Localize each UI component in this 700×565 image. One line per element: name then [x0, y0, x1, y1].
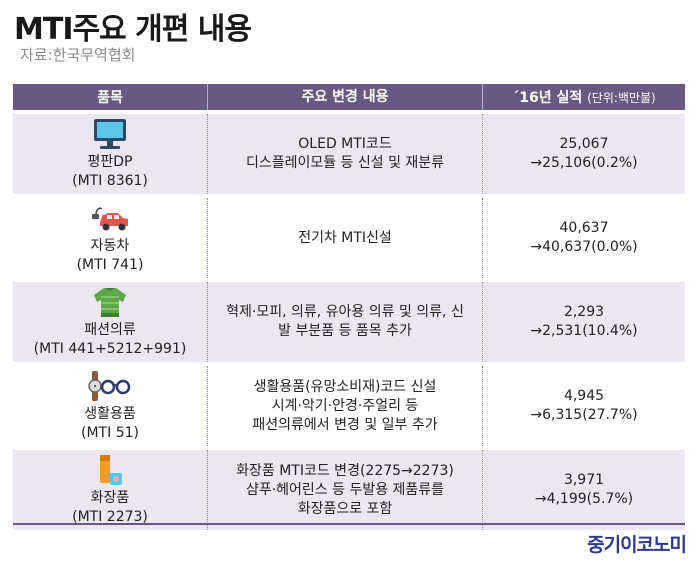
- change-line: 전기차 MTI신설: [298, 229, 392, 246]
- change-line: OLED MTI코드: [298, 136, 392, 152]
- header-change: 주요 변경 내용: [207, 84, 483, 110]
- table-row: 생활용품 (MTI 51) 생활용품(유망소비재)코드 신설 시계·악기·안경·…: [13, 366, 685, 446]
- header-performance-main: ´16년 실적: [512, 90, 583, 106]
- watch-glasses-icon: [88, 371, 131, 401]
- performance-change: →40,637(0.0%): [530, 239, 638, 255]
- item-name: 생활용품: [84, 406, 136, 422]
- performance-change: →25,106(0.2%): [530, 155, 638, 171]
- item-code: (MTI 2273): [72, 509, 148, 525]
- change-line: 발 부분품 등 품목 추가: [278, 323, 412, 339]
- cosmetics-icon: [100, 455, 122, 485]
- table-row: 화장품 (MTI 2273) 화장품 MTI코드 변경(2275→2273) 샴…: [13, 450, 685, 530]
- table-row: 패션의류 (MTI 441+5212+991) 혁제·모피, 의류, 유아용 의…: [13, 282, 685, 362]
- item-name: 평판DP: [87, 154, 133, 170]
- performance-change: →2,531(10.4%): [530, 323, 638, 339]
- table-bottom-border: [13, 523, 685, 525]
- change-line: 화장품 MTI코드 변경(2275→2273): [236, 462, 454, 479]
- source-label: 자료:한국무역협회: [20, 46, 136, 64]
- item-name: 패션의류: [84, 322, 136, 338]
- item-code: (MTI 51): [81, 425, 139, 441]
- change-line: 패션의류에서 변경 및 일부 추가: [252, 416, 438, 433]
- performance-value: 2,293: [563, 304, 605, 320]
- table-row: 평판DP (MTI 8361) OLED MTI코드 디스플레이모듈 등 신설 …: [13, 114, 685, 194]
- header-item: 품목: [97, 90, 123, 106]
- table-row: 자동차 (MTI 741) 전기차 MTI신설 40,637 →40,637(0…: [13, 198, 685, 278]
- performance-value: 25,067: [559, 136, 609, 152]
- performance-value: 3,971: [563, 472, 605, 488]
- item-code: (MTI 8361): [72, 173, 148, 189]
- header-performance-unit: (단위:백만불): [587, 91, 656, 105]
- table-header: 품목 주요 변경 내용 ´16년 실적 (단위:백만불): [13, 84, 685, 110]
- header-performance: ´16년 실적 (단위:백만불): [483, 87, 685, 107]
- sweater-icon: [94, 288, 126, 317]
- item-code: (MTI 441+5212+991): [33, 341, 187, 357]
- item-name: 화장품: [90, 490, 130, 506]
- performance-change: →6,315(27.7%): [530, 407, 638, 423]
- change-line: 혁제·모피, 의류, 유아용 의류 및 의류, 신: [226, 304, 464, 320]
- performance-change: →4,199(5.7%): [534, 491, 634, 507]
- change-line: 시계·악기·안경·주얼리 등: [271, 397, 419, 414]
- item-code: (MTI 741): [76, 257, 144, 273]
- page-title: MTI주요 개편 내용: [14, 12, 252, 47]
- mti-table: 품목 주요 변경 내용 ´16년 실적 (단위:백만불) 평판DP (MTI 8…: [13, 84, 685, 530]
- change-line: 디스플레이모듈 등 신설 및 재분류: [245, 155, 445, 171]
- performance-value: 4,945: [563, 388, 605, 404]
- change-line: 생활용품(유망소비재)코드 신설: [253, 378, 437, 395]
- car-icon: [92, 207, 128, 231]
- change-line: 화장품으로 포함: [297, 500, 393, 517]
- item-name: 자동차: [90, 238, 130, 254]
- monitor-icon: [94, 119, 126, 149]
- change-line: 샴푸·헤어린스 등 두발용 제품류를: [245, 481, 445, 498]
- performance-value: 40,637: [559, 220, 609, 236]
- brand-logo: 중기이코노미: [587, 534, 687, 556]
